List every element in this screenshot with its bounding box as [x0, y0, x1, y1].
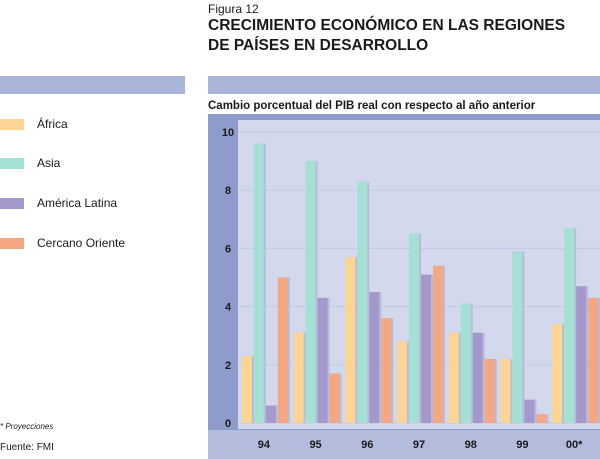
bar: [448, 332, 459, 423]
legend-swatch-america-latina: [0, 198, 24, 209]
figure-title: CRECIMIENTO ECONÓMICO EN LAS REGIONES DE…: [208, 16, 598, 56]
bar: [409, 233, 419, 423]
legend-swatch-cercano-oriente: [0, 238, 24, 249]
figure-label: Figura 12: [208, 2, 259, 16]
y-tick-label: 8: [225, 185, 231, 197]
y-axis-tick-labels: 0 2 4 6 8 10: [222, 127, 234, 430]
y-tick-label: 4: [225, 302, 232, 314]
x-tick-label: 94: [258, 439, 271, 451]
y-tick-label: 6: [225, 243, 231, 255]
x-axis-tick-labels: 94 95 96 97 98 99 00*: [258, 439, 583, 451]
bar: [305, 161, 316, 423]
bar: [460, 303, 471, 423]
y-tick-label: 10: [222, 127, 234, 139]
legend-swatch-africa: [0, 119, 24, 130]
x-axis-strip: [208, 430, 600, 459]
bar: [500, 358, 511, 423]
bar: [397, 341, 407, 423]
bar: [524, 399, 535, 423]
bar: [265, 405, 276, 423]
source-note: Fuente: FMI: [0, 442, 54, 453]
bar: [381, 318, 392, 423]
bar: [512, 251, 523, 423]
chart-header-band: [208, 76, 600, 94]
figure-title-line-1: CRECIMIENTO ECONÓMICO EN LAS REGIONES: [208, 17, 566, 34]
bars: [241, 143, 600, 423]
figure-title-line-2: DE PAÍSES EN DESARROLLO: [208, 37, 429, 54]
bar: [369, 292, 380, 423]
bar: [357, 181, 368, 423]
x-tick-label: 95: [309, 439, 321, 451]
bar: [329, 373, 340, 423]
bar: [421, 274, 431, 423]
legend-label-africa: África: [37, 117, 68, 131]
legend-label-america-latina: América Latina: [37, 196, 118, 210]
x-tick-label: 96: [361, 439, 373, 451]
bar: [317, 297, 328, 423]
legend-label-asia: Asia: [37, 156, 61, 170]
bar: [253, 143, 264, 423]
bar: [588, 297, 599, 423]
bar: [564, 228, 575, 423]
legend-swatch-asia: [0, 158, 24, 169]
bar: [472, 332, 483, 423]
bar: [241, 356, 252, 423]
bar: [277, 277, 288, 423]
bar: [345, 257, 356, 423]
footnote: * Proyecciones: [0, 422, 54, 431]
bar: [293, 332, 304, 423]
bar: [484, 358, 495, 423]
bar: [433, 265, 443, 423]
bar: [536, 414, 547, 423]
y-tick-label: 0: [225, 418, 231, 430]
bar: [552, 324, 563, 423]
x-tick-label: 99: [516, 439, 528, 451]
legend-header-band: [0, 76, 185, 94]
chart-subtitle: Cambio porcentual del PIB real con respe…: [208, 100, 536, 112]
y-tick-label: 2: [225, 360, 231, 372]
legend-label-cercano-oriente: Cercano Oriente: [37, 236, 126, 250]
bar: [576, 286, 587, 423]
x-tick-label: 00*: [566, 439, 583, 451]
x-tick-label: 97: [413, 439, 425, 451]
x-tick-label: 98: [465, 439, 477, 451]
gdp-growth-bar-chart: 0 2 4 6 8 10 94 95 96 97 98 99 00*: [208, 114, 600, 459]
